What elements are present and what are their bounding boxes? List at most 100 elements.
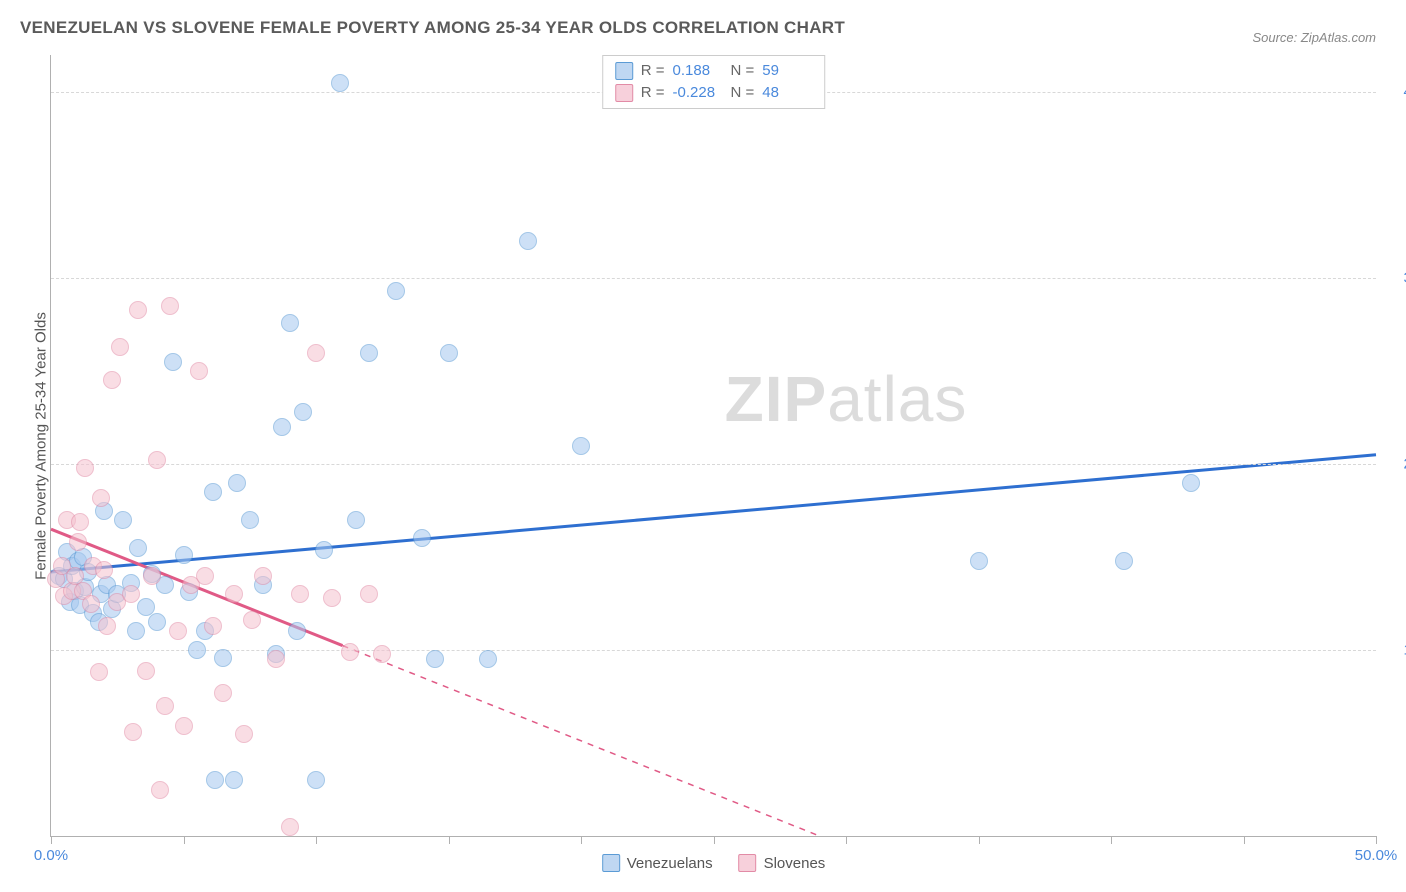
data-point (254, 567, 272, 585)
legend-row-slovenes: R = -0.228 N = 48 (615, 82, 813, 104)
correlation-legend: R = 0.188 N = 59 R = -0.228 N = 48 (602, 55, 826, 109)
data-point (169, 622, 187, 640)
data-point (103, 371, 121, 389)
data-point (373, 645, 391, 663)
data-point (190, 362, 208, 380)
data-point (122, 585, 140, 603)
data-point (315, 541, 333, 559)
x-tick (714, 836, 715, 844)
data-point (1115, 552, 1133, 570)
data-point (92, 489, 110, 507)
data-point (241, 511, 259, 529)
trend-lines (51, 55, 1376, 836)
data-point (95, 561, 113, 579)
x-tick-label: 0.0% (34, 847, 68, 864)
x-tick (184, 836, 185, 844)
data-point (124, 723, 142, 741)
data-point (164, 353, 182, 371)
data-point (331, 74, 349, 92)
series-legend: Venezuelans Slovenes (602, 854, 826, 872)
data-point (127, 622, 145, 640)
x-tick (1244, 836, 1245, 844)
swatch-blue-icon (615, 62, 633, 80)
data-point (175, 717, 193, 735)
data-point (291, 585, 309, 603)
gridline (51, 650, 1376, 651)
data-point (148, 451, 166, 469)
source-attribution: Source: ZipAtlas.com (1252, 30, 1376, 45)
data-point (82, 595, 100, 613)
swatch-blue-icon (602, 854, 620, 872)
x-tick (846, 836, 847, 844)
data-point (347, 511, 365, 529)
data-point (129, 301, 147, 319)
chart-plot-area: Female Poverty Among 25-34 Year Olds ZIP… (50, 55, 1376, 837)
data-point (228, 474, 246, 492)
data-point (111, 338, 129, 356)
gridline (51, 464, 1376, 465)
data-point (413, 529, 431, 547)
data-point (323, 589, 341, 607)
data-point (188, 641, 206, 659)
data-point (76, 459, 94, 477)
swatch-pink-icon (739, 854, 757, 872)
data-point (440, 344, 458, 362)
data-point (273, 418, 291, 436)
data-point (214, 649, 232, 667)
data-point (204, 617, 222, 635)
x-tick (1376, 836, 1377, 844)
data-point (426, 650, 444, 668)
data-point (114, 511, 132, 529)
data-point (225, 771, 243, 789)
data-point (243, 611, 261, 629)
data-point (341, 643, 359, 661)
legend-row-venezuelans: R = 0.188 N = 59 (615, 60, 813, 82)
y-axis-label: Female Poverty Among 25-34 Year Olds (33, 312, 50, 580)
data-point (196, 567, 214, 585)
data-point (214, 684, 232, 702)
data-point (137, 662, 155, 680)
data-point (204, 483, 222, 501)
swatch-pink-icon (615, 84, 633, 102)
data-point (90, 663, 108, 681)
data-point (151, 781, 169, 799)
x-tick (979, 836, 980, 844)
x-tick (581, 836, 582, 844)
data-point (281, 818, 299, 836)
data-point (288, 622, 306, 640)
x-tick (449, 836, 450, 844)
chart-title: VENEZUELAN VS SLOVENE FEMALE POVERTY AMO… (20, 18, 845, 38)
data-point (69, 533, 87, 551)
data-point (281, 314, 299, 332)
data-point (970, 552, 988, 570)
data-point (1182, 474, 1200, 492)
x-tick (51, 836, 52, 844)
x-tick-label: 50.0% (1355, 847, 1398, 864)
data-point (294, 403, 312, 421)
data-point (143, 567, 161, 585)
data-point (129, 539, 147, 557)
data-point (387, 282, 405, 300)
data-point (572, 437, 590, 455)
data-point (175, 546, 193, 564)
x-tick (316, 836, 317, 844)
data-point (307, 771, 325, 789)
data-point (267, 650, 285, 668)
x-tick (1111, 836, 1112, 844)
data-point (156, 697, 174, 715)
data-point (360, 344, 378, 362)
legend-item-slovenes: Slovenes (739, 854, 826, 872)
data-point (161, 297, 179, 315)
data-point (206, 771, 224, 789)
data-point (360, 585, 378, 603)
data-point (71, 513, 89, 531)
data-point (235, 725, 253, 743)
data-point (519, 232, 537, 250)
data-point (307, 344, 325, 362)
data-point (225, 585, 243, 603)
data-point (148, 613, 166, 631)
legend-item-venezuelans: Venezuelans (602, 854, 713, 872)
gridline (51, 278, 1376, 279)
data-point (479, 650, 497, 668)
data-point (98, 617, 116, 635)
